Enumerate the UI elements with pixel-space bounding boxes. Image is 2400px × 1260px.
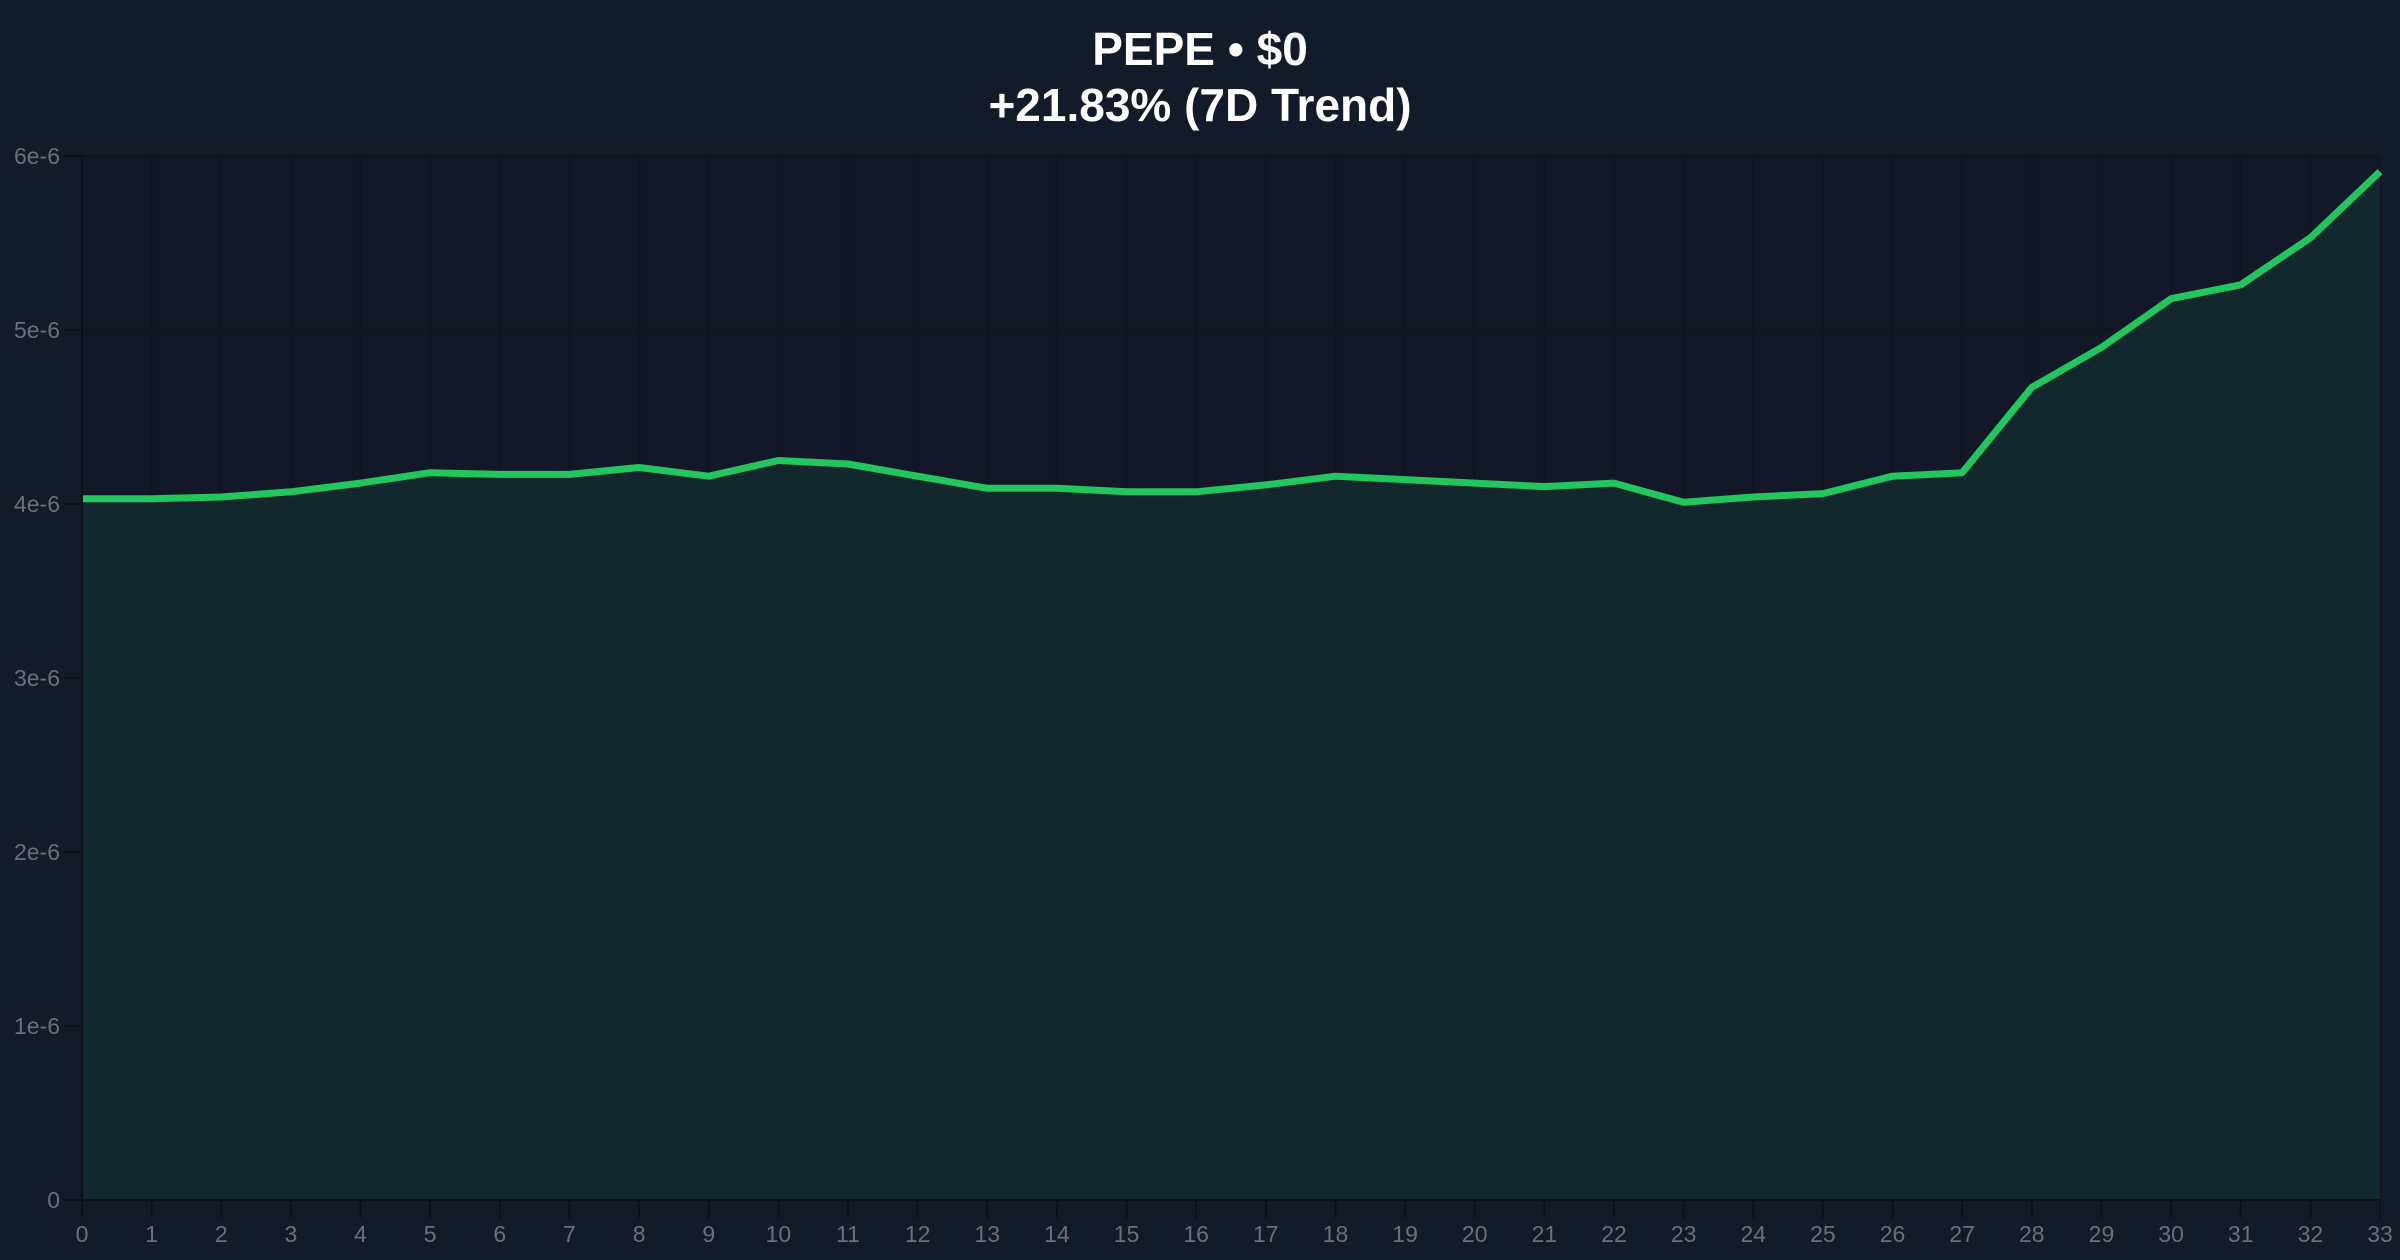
x-tick-label: 4 [354,1221,367,1247]
x-tick-label: 31 [2228,1221,2254,1247]
x-tick-label: 15 [1114,1221,1140,1247]
x-tick-label: 6 [493,1221,506,1247]
x-tick-label: 28 [2019,1221,2045,1247]
x-axis: 0 1 2 3 4 5 6 7 8 9 10 11 12 13 14 15 16 17 18 19 20 21 22 23 24… [64,1199,2393,1247]
x-tick-label: 5 [424,1221,437,1247]
price-line [82,169,2383,506]
y-axis: 0 1e-6 2e-6 3e-6 4e-6 5e-6 6e-6 [14,143,83,1218]
y-tick-label: 0 [47,1187,60,1213]
x-tick-label: 9 [702,1221,715,1247]
x-tick-label: 32 [2298,1221,2324,1247]
x-tick-label: 8 [633,1221,646,1247]
x-tick-label: 17 [1253,1221,1279,1247]
x-tick-label: 11 [836,1221,860,1247]
chart-title: PEPE • $0 [1092,23,1308,75]
x-tick-label: 23 [1671,1221,1697,1247]
y-tick-label: 1e-6 [14,1013,60,1039]
y-tick-label: 6e-6 [14,143,60,169]
x-tick-label: 22 [1601,1221,1627,1247]
x-tick-label: 13 [974,1221,1000,1247]
x-tick-label: 14 [1044,1221,1070,1247]
x-tick-label: 18 [1323,1221,1349,1247]
x-tick-label: 3 [285,1221,298,1247]
x-tick-label: 12 [905,1221,931,1247]
x-tick-label: 21 [1532,1221,1558,1247]
x-tick-label: 10 [766,1221,792,1247]
x-tick-label: 29 [2089,1221,2115,1247]
x-tick-label: 27 [1949,1221,1975,1247]
y-tick-label: 4e-6 [14,491,60,517]
x-tick-label: 26 [1880,1221,1906,1247]
x-tick-label: 1 [145,1221,158,1247]
x-tick-label: 7 [563,1221,576,1247]
y-tick-label: 2e-6 [14,839,60,865]
x-tick-label: 24 [1740,1221,1766,1247]
x-tick-label: 16 [1183,1221,1209,1247]
area-fill [82,171,2380,1201]
x-tick-label: 2 [215,1221,228,1247]
chart-subtitle: +21.83% (7D Trend) [988,79,1412,131]
x-tick-label: 33 [2367,1221,2393,1247]
x-tick-label: 19 [1392,1221,1418,1247]
x-tick-label: 25 [1810,1221,1836,1247]
y-tick-label: 3e-6 [14,665,60,691]
x-tick-label: 0 [76,1221,89,1247]
x-tick-label: 30 [2158,1221,2184,1247]
x-tick-label: 20 [1462,1221,1488,1247]
y-tick-label: 5e-6 [14,317,60,343]
